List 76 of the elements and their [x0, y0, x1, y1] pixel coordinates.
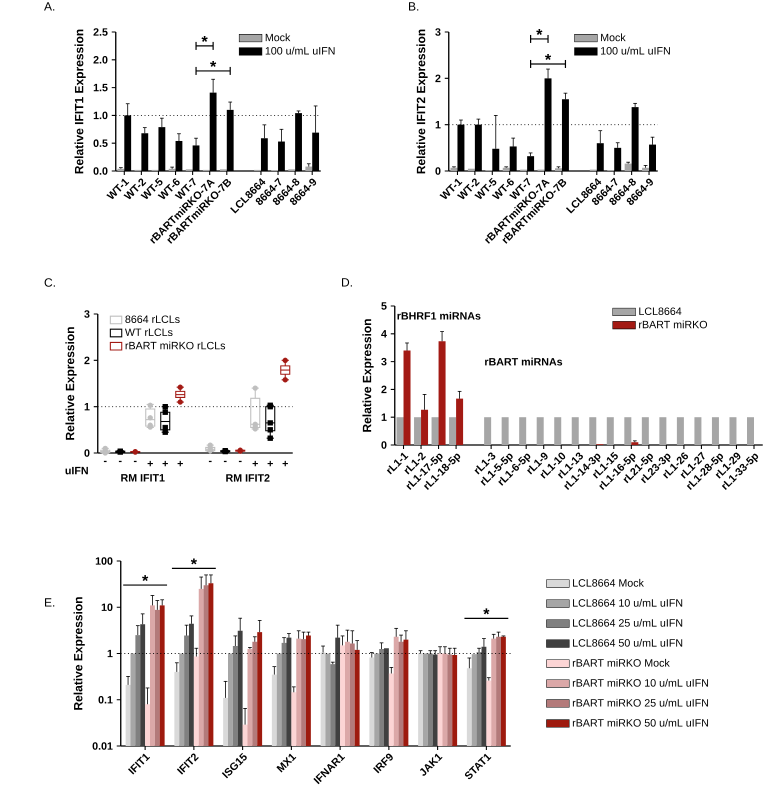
- legend-label: rBART miRKO 50 u/mL uIFN: [573, 718, 708, 727]
- y-tick-label: 0.01: [92, 742, 113, 750]
- chart-title: B.: [409, 2, 418, 11]
- y-axis-title: Relative Expression: [362, 319, 374, 432]
- x-tick-label: +: [252, 460, 258, 466]
- y-tick-label: 3: [84, 310, 90, 318]
- annotation: *: [202, 36, 208, 42]
- annotation: *: [536, 29, 543, 35]
- legend-label: Mock: [601, 33, 626, 42]
- x-tick-label: -: [104, 460, 107, 462]
- x-tick-label: -: [239, 460, 242, 462]
- y-tick-label: 2.5: [94, 28, 108, 36]
- y-tick-label: 4: [381, 330, 387, 338]
- legend-label: LCL8664 Mock: [573, 578, 644, 587]
- y-tick-label: 100: [96, 557, 113, 565]
- y-tick-label: 0: [84, 449, 90, 457]
- annotation: *: [483, 608, 490, 614]
- x-tick-label: +: [162, 460, 168, 466]
- y-tick-label: 1.5: [94, 84, 108, 92]
- y-tick-label: 0.0: [94, 167, 108, 175]
- y-tick-label: 1: [108, 650, 113, 658]
- x-tick-label: +: [282, 460, 288, 466]
- x-tick-label: +: [178, 460, 184, 466]
- y-axis-title: Relative Expression: [74, 597, 85, 710]
- x-tick-label: -: [209, 460, 212, 462]
- y-tick-label: 0: [382, 441, 387, 449]
- x-axis-title: uIFN: [66, 466, 88, 474]
- text: E.: [45, 598, 54, 607]
- legend-label: rBART miRKO 10 u/mL uIFN: [573, 678, 708, 687]
- annotation: *: [142, 575, 148, 582]
- y-tick-label: 0.1: [98, 696, 113, 704]
- y-tick-label: 2: [382, 386, 387, 394]
- y-tick-label: 2.0: [94, 56, 108, 64]
- text: RM IFIT2: [226, 474, 270, 482]
- y-axis-title: Relative IFIT1 Expression: [74, 30, 86, 174]
- annotation: *: [190, 558, 198, 564]
- chart-title: D.: [342, 278, 352, 287]
- legend-label: LCL8664 25 u/mL uIFN: [573, 618, 682, 627]
- y-tick-label: 0: [436, 167, 441, 175]
- x-tick-label: +: [268, 460, 274, 466]
- legend-label: 100 u/mL uIFN: [266, 46, 335, 55]
- legend-label: LCL8664 50 u/mL uIFN: [573, 638, 682, 647]
- annotation: rBHRF1 miRNAs: [398, 312, 481, 320]
- y-tick-label: 1: [382, 414, 387, 421]
- y-tick-label: 10: [102, 603, 113, 612]
- y-tick-label: 1: [436, 121, 441, 128]
- x-tick-label: -: [119, 460, 122, 462]
- y-tick-label: 3: [381, 358, 387, 366]
- annotation: *: [210, 60, 216, 67]
- legend-label: 100 u/mL uIFN: [601, 46, 670, 55]
- y-tick-label: 1: [84, 403, 90, 410]
- y-tick-label: 2: [84, 356, 90, 364]
- legend-label: Mock: [266, 33, 291, 42]
- y-tick-label: 5: [381, 302, 387, 310]
- y-axis-title: Relative IFIT2 Expression: [416, 30, 428, 174]
- y-tick-label: 0.5: [94, 139, 108, 147]
- annotation: *: [545, 54, 552, 60]
- legend-label: LCL8664 10 u/mL uIFN: [573, 598, 682, 607]
- x-tick-label: -: [224, 460, 227, 462]
- y-tick-label: 1.0: [94, 112, 108, 120]
- legend-label: rBART miRKO 25 u/mL uIFN: [573, 698, 708, 707]
- y-tick-label: 3: [435, 28, 441, 36]
- legend-label: WT rLCLs: [125, 328, 173, 336]
- legend-label: 8664 rLCLs: [126, 315, 180, 323]
- y-tick-label: 2: [436, 74, 441, 82]
- legend-label: LCL8664: [639, 307, 682, 315]
- annotation: rBART miRNAs: [485, 358, 562, 366]
- chart-title: C.: [44, 278, 56, 287]
- legend-label: rBART miRKO Mock: [573, 658, 670, 667]
- chart-title: A.: [44, 2, 54, 11]
- y-axis-title: Relative Expression: [66, 327, 77, 440]
- x-tick-label: -: [134, 460, 137, 462]
- legend-label: rBART miRKO rLCLs: [126, 342, 226, 350]
- legend-label: rBART miRKO: [639, 320, 708, 328]
- x-tick-label: +: [148, 460, 154, 466]
- text: RM IFIT1: [121, 474, 165, 482]
